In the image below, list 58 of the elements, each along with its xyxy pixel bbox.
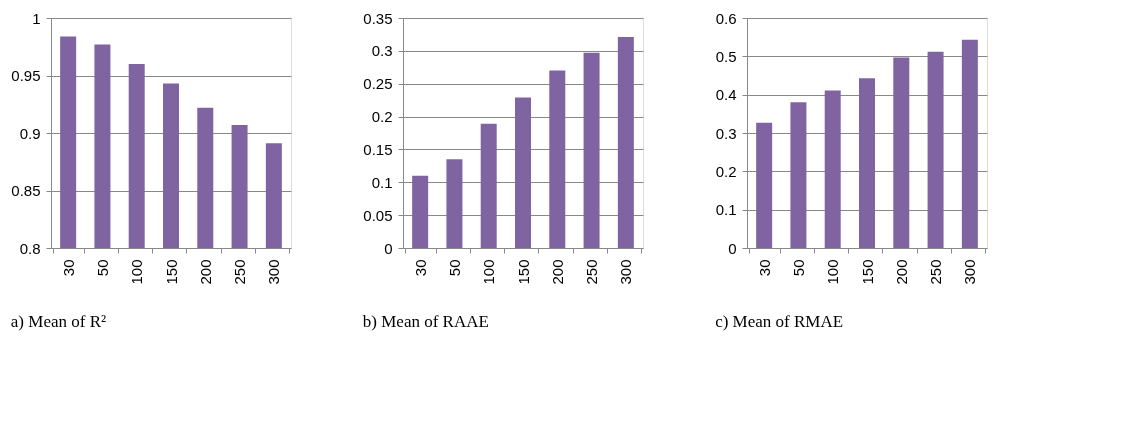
- y-tick-label: 0.25: [363, 75, 393, 93]
- x-tick-label: 50: [445, 259, 463, 277]
- x-tick-label: 300: [265, 259, 283, 285]
- x-tick-label: 150: [858, 259, 876, 285]
- x-tick-label: 150: [514, 259, 532, 285]
- x-tick-label: 250: [583, 259, 601, 285]
- y-tick-label: 0.1: [371, 173, 393, 191]
- x-tick-label: 300: [617, 259, 635, 285]
- y-tick-label: 0.3: [715, 124, 737, 142]
- y-tick-label: 0.2: [371, 108, 393, 126]
- y-tick-label: 0.6: [715, 9, 737, 27]
- bar: [756, 122, 773, 248]
- bar: [446, 159, 463, 248]
- bar: [927, 51, 944, 248]
- text: c) Mean of RMAE: [715, 312, 844, 332]
- bar: [412, 175, 429, 248]
- text: a) Mean of R²: [10, 312, 107, 332]
- bar: [824, 90, 841, 248]
- y-tick-label: 0.5: [715, 47, 737, 65]
- y-tick-label: 0.35: [363, 9, 393, 27]
- x-tick-label: 30: [411, 259, 429, 277]
- bar: [617, 37, 634, 248]
- x-tick-label: 250: [231, 259, 249, 285]
- x-tick-label: 100: [128, 259, 146, 285]
- x-tick-label: 300: [961, 259, 979, 285]
- x-tick-label: 50: [93, 259, 111, 277]
- bar: [859, 78, 875, 248]
- bar: [893, 57, 910, 248]
- y-tick-label: 0.15: [363, 140, 393, 158]
- x-tick-label: 200: [196, 259, 214, 285]
- bar: [790, 102, 807, 248]
- y-tick-label: 0.85: [11, 182, 41, 199]
- y-tick-label: 0.8: [19, 239, 41, 257]
- x-tick-label: 200: [548, 259, 566, 285]
- x-tick-label: 100: [824, 259, 842, 285]
- y-tick-label: 0.05: [363, 206, 393, 224]
- x-tick-label: 150: [162, 259, 180, 285]
- x-tick-label: 30: [59, 259, 77, 277]
- x-tick-label: 30: [755, 259, 773, 277]
- y-tick-label: 0.95: [11, 67, 41, 84]
- x-tick-label: 50: [789, 259, 807, 277]
- text: b) Mean of RAAE: [362, 312, 489, 332]
- x-tick-label: 100: [480, 259, 498, 285]
- x-tick-label: 200: [892, 259, 910, 285]
- y-tick-label: 0.9: [19, 124, 41, 142]
- bar: [480, 123, 497, 248]
- y-tick-label: 1: [32, 9, 41, 27]
- y-tick-label: 0.1: [715, 201, 737, 219]
- y-tick-label: 0.3: [371, 42, 393, 60]
- bar: [515, 97, 531, 248]
- y-tick-label: 0.2: [715, 162, 737, 180]
- y-tick-label: 0.4: [715, 86, 737, 104]
- x-tick-label: 250: [927, 259, 945, 285]
- y-tick-label: 0: [728, 239, 737, 257]
- bar: [961, 39, 978, 248]
- bar: [549, 70, 566, 248]
- y-tick-label: 0: [384, 239, 393, 257]
- bar: [583, 52, 600, 248]
